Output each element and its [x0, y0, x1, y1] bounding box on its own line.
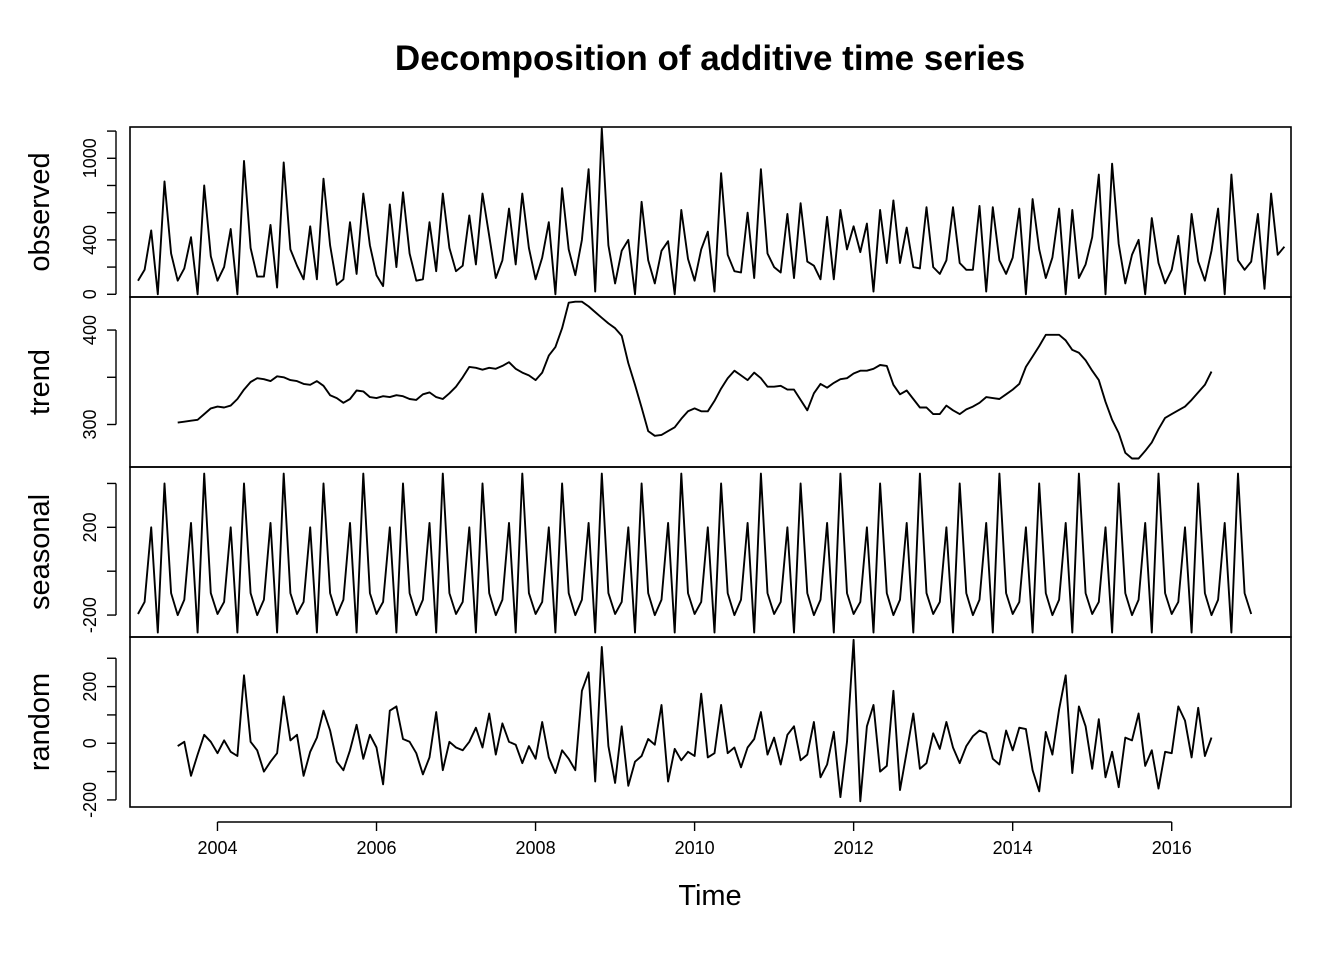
series-line-observed	[137, 127, 1286, 296]
panel-frame-trend	[129, 296, 1292, 468]
series-line-trend	[177, 300, 1213, 460]
panel-seasonal: -200 200 seasonal	[24, 466, 1292, 638]
y-tick-label-random: 200	[80, 672, 100, 702]
panel-label-trend: trend	[24, 349, 56, 415]
x-tick-label: 2004	[197, 838, 237, 858]
panel-label-random: random	[24, 673, 56, 771]
y-tick-label-seasonal: -200	[80, 597, 100, 633]
panel-label-observed: observed	[24, 152, 56, 271]
x-tick-label: 2010	[675, 838, 715, 858]
x-tick-label: 2006	[356, 838, 396, 858]
panel-random: -200 0 200 random	[24, 636, 1292, 818]
x-axis: 2004 2006 2008 2010 2012 2014 2016	[197, 821, 1192, 858]
x-tick-label: 2014	[993, 838, 1033, 858]
chart-title: Decomposition of additive time series	[395, 39, 1025, 78]
panel-frame-seasonal	[129, 466, 1292, 638]
panel-label-seasonal: seasonal	[24, 494, 56, 610]
x-tick-label: 2008	[516, 838, 556, 858]
y-tick-label-random: 0	[80, 738, 100, 748]
y-tick-label-trend: 400	[80, 315, 100, 345]
y-tick-label-observed: 400	[80, 225, 100, 255]
y-tick-label-random: -200	[80, 782, 100, 818]
series-line-seasonal	[137, 472, 1253, 634]
panels-group: 0 400 1000 observed 300 400 trend -200 200 season…	[24, 126, 1292, 818]
y-tick-label-observed: 1000	[80, 138, 100, 178]
x-tick-label: 2012	[834, 838, 874, 858]
panel-frame-random	[129, 636, 1292, 808]
y-tick-label-trend: 300	[80, 409, 100, 439]
y-tick-label-seasonal: 200	[80, 512, 100, 542]
panel-trend: 300 400 trend	[24, 296, 1292, 468]
panel-observed: 0 400 1000 observed	[24, 126, 1292, 299]
x-axis-label: Time	[678, 880, 741, 912]
x-tick-label: 2016	[1152, 838, 1192, 858]
series-line-random	[177, 638, 1213, 803]
y-tick-label-observed: 0	[80, 289, 100, 299]
